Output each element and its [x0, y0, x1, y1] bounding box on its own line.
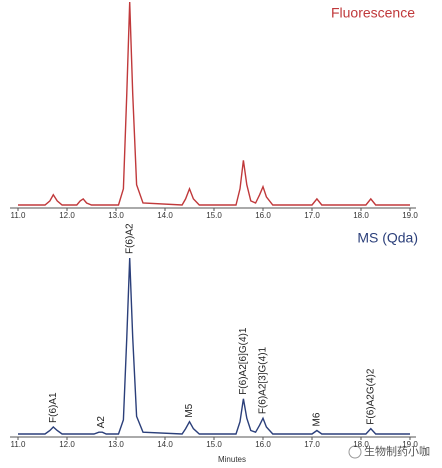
x-tick-label: 19.0 [402, 211, 418, 220]
x-tick-label: 14.0 [157, 211, 173, 220]
x-axis-label: Minutes [218, 455, 246, 464]
peak-label: M6 [312, 412, 323, 426]
x-tick-label: 15.0 [206, 211, 222, 220]
x-tick-label: 16.0 [255, 211, 271, 220]
peak-label: F(6)A2G(4)2 [365, 368, 376, 425]
x-tick-label: 16.0 [255, 440, 271, 449]
watermark-icon [348, 445, 362, 459]
x-tick-label: 12.0 [59, 440, 75, 449]
x-tick-label: 15.0 [206, 440, 222, 449]
peak-label: F(6)A1 [48, 392, 59, 423]
x-tick-label: 17.0 [304, 211, 320, 220]
x-tick-label: 13.0 [108, 211, 124, 220]
x-tick-label: 13.0 [108, 440, 124, 449]
x-tick-label: 12.0 [59, 211, 75, 220]
trace [18, 257, 410, 435]
x-tick-label: 11.0 [11, 211, 27, 220]
x-tick-label: 18.0 [353, 440, 369, 449]
peak-label: F(6)A2[3]G(4)1 [258, 346, 269, 414]
peak-label: A2 [96, 416, 107, 429]
x-tick-label: 14.0 [157, 440, 173, 449]
x-tick-label: 19.0 [402, 440, 418, 449]
x-tick-label: 17.0 [304, 440, 320, 449]
peak-label: F(6)A2 [124, 223, 135, 254]
trace [18, 1, 410, 206]
chart-title: Fluorescence [331, 5, 415, 21]
watermark: 生物制药小咖 [364, 444, 430, 458]
chart-title: MS (Qda) [357, 230, 418, 246]
x-tick-label: 11.0 [11, 440, 27, 449]
x-tick-label: 18.0 [353, 211, 369, 220]
peak-label: M5 [184, 403, 195, 417]
peak-label: F(6)A2[6]G(4)1 [238, 327, 249, 395]
